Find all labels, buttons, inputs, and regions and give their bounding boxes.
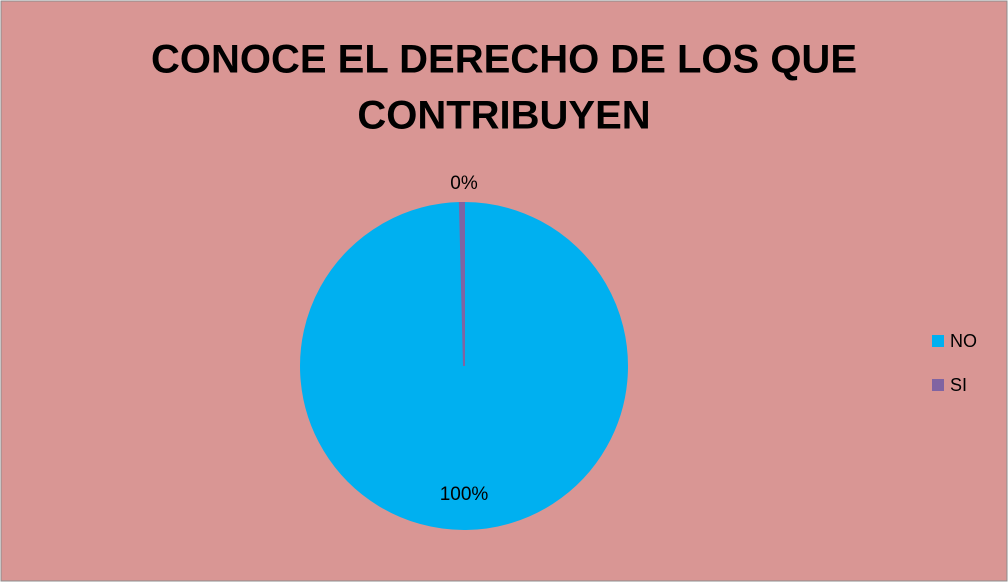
legend-label: NO bbox=[950, 331, 977, 351]
pie-slice bbox=[458, 201, 465, 367]
chart-title: CONTRIBUYEN bbox=[357, 94, 650, 138]
legend-swatch bbox=[932, 335, 944, 347]
legend-label: SI bbox=[950, 375, 967, 395]
chart-title: CONOCE EL DERECHO DE LOS QUE bbox=[151, 38, 857, 82]
data-label: 0% bbox=[450, 173, 478, 194]
data-label: 100% bbox=[440, 484, 489, 505]
legend-swatch bbox=[932, 379, 944, 391]
